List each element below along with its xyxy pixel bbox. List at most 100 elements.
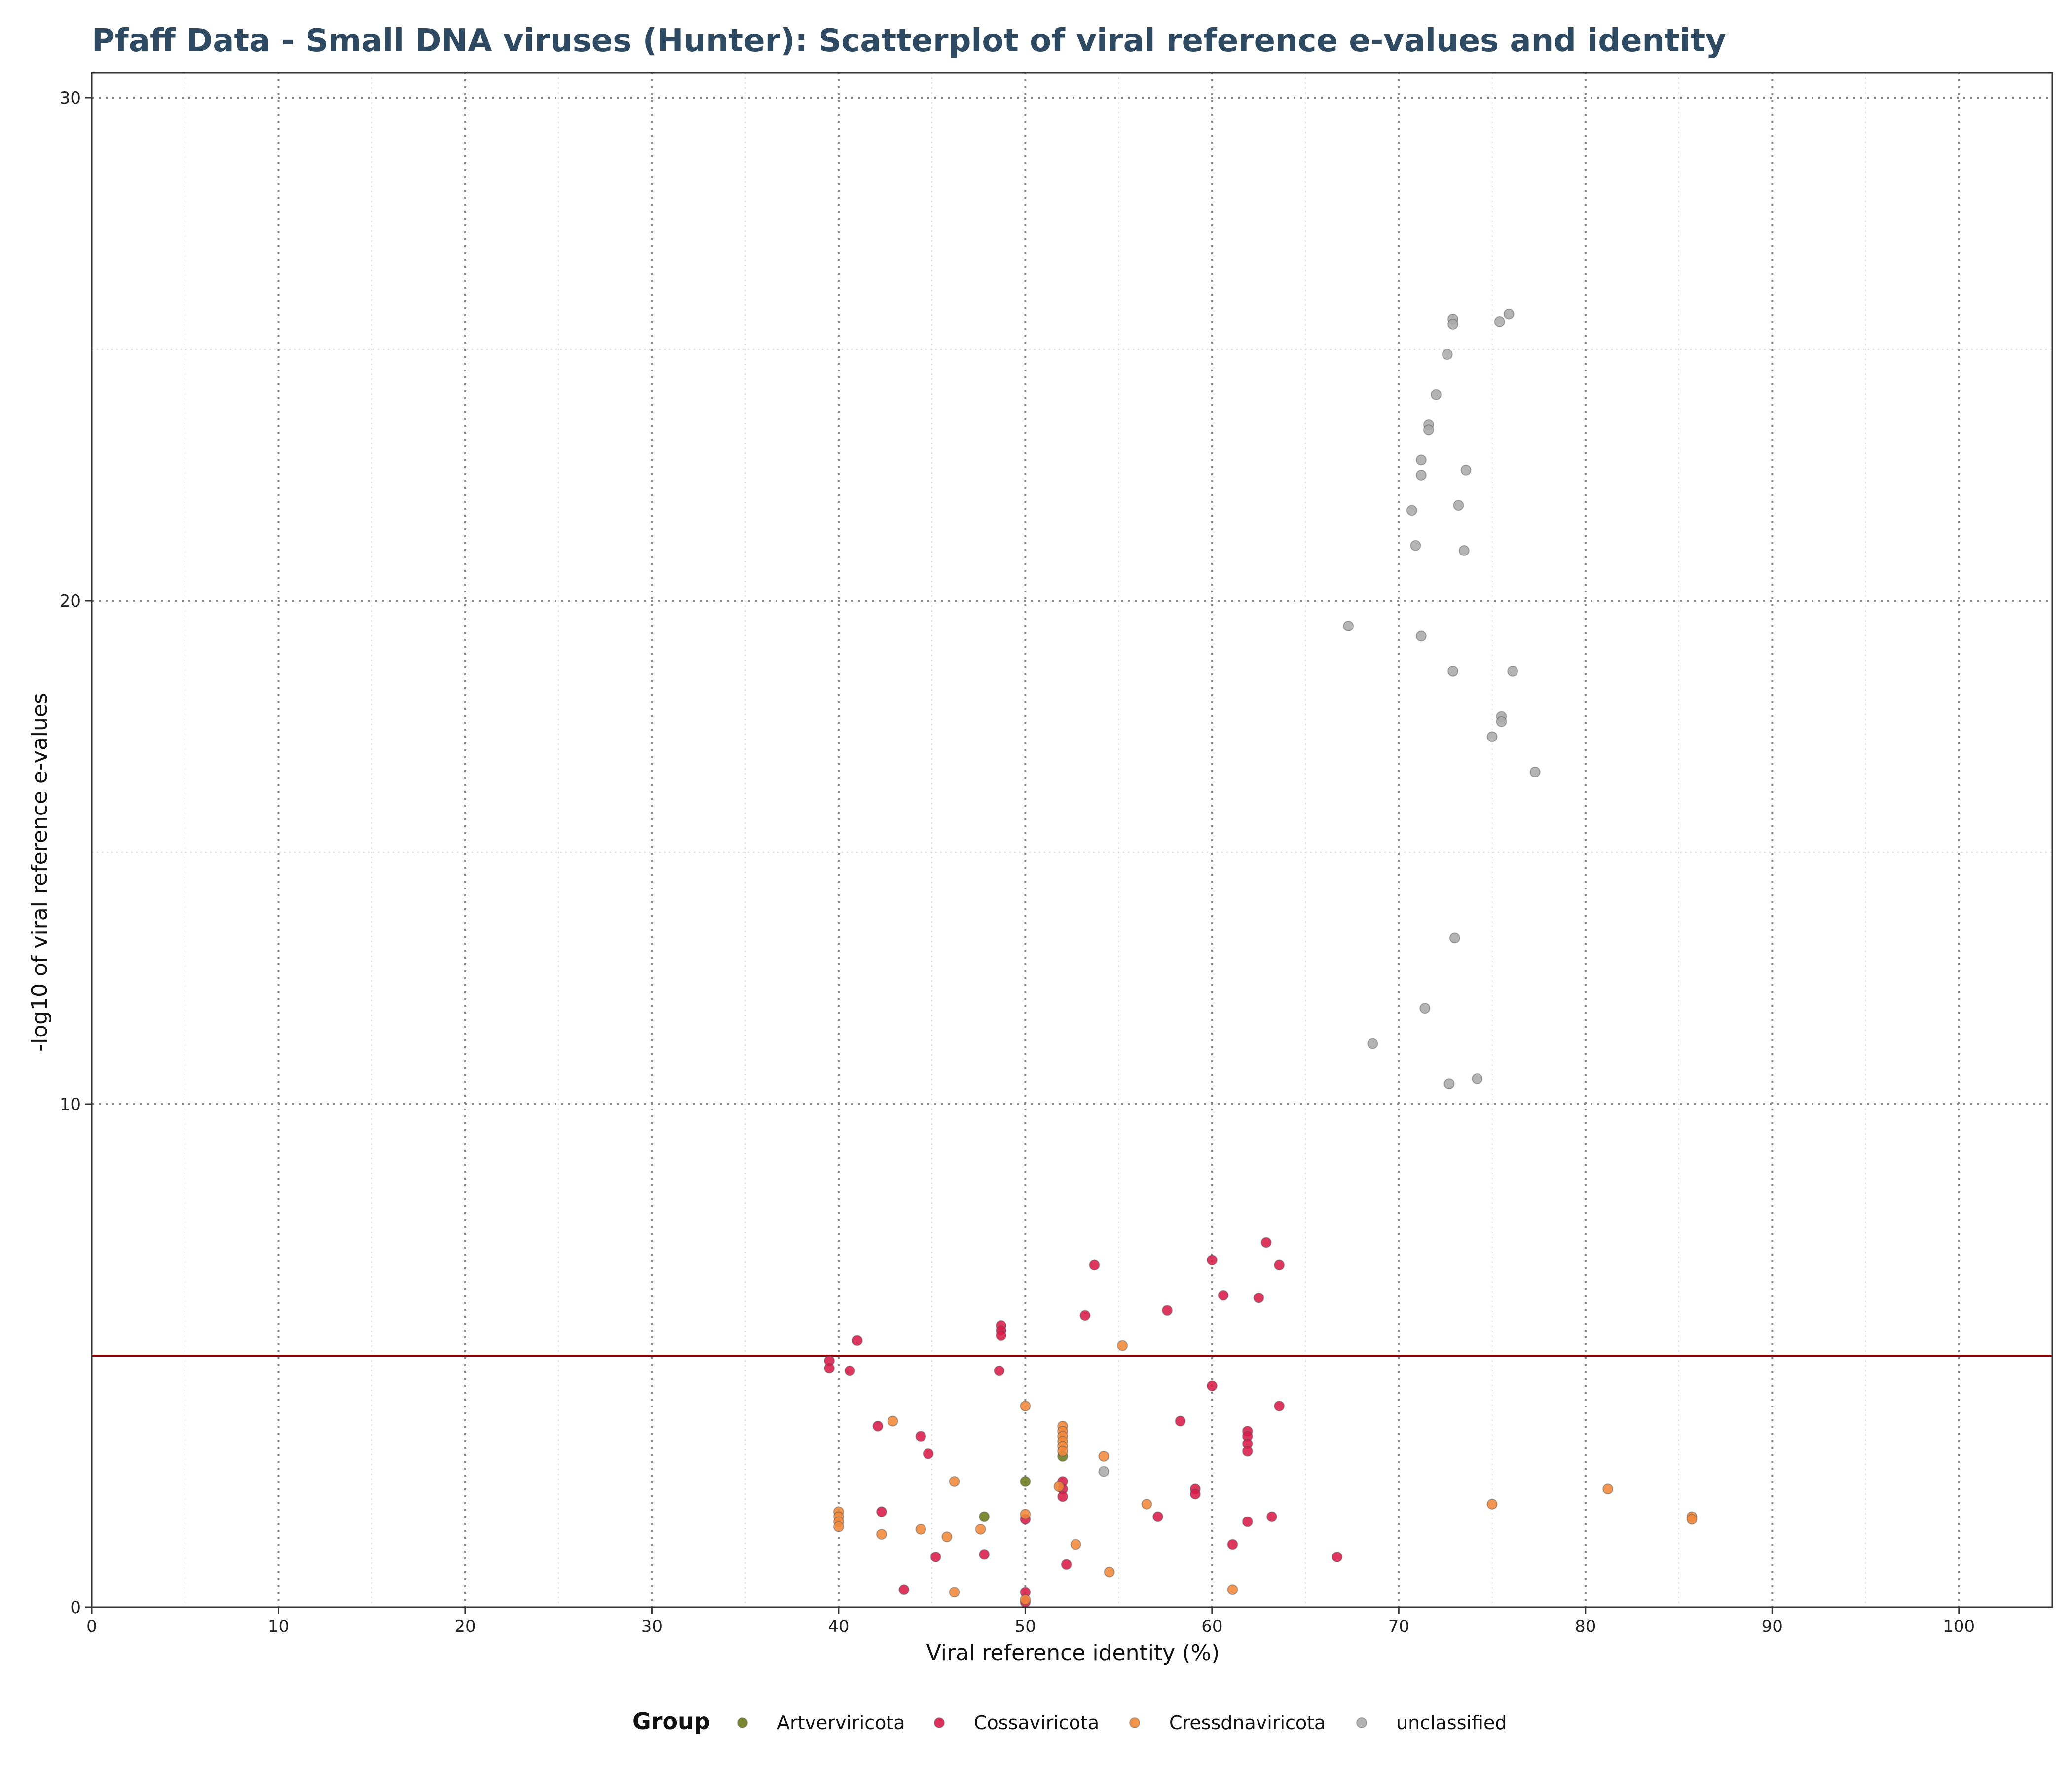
legend-key-artverviricota bbox=[737, 1717, 748, 1728]
x-tick-label: 60 bbox=[1201, 1617, 1222, 1636]
x-axis-ticks: 0 10 20 30 40 50 60 70 80 90 100 bbox=[86, 1607, 1975, 1636]
data-point-unclassified bbox=[1406, 505, 1417, 516]
data-point-unclassified bbox=[1415, 454, 1427, 466]
data-point-unclassified bbox=[1496, 716, 1507, 727]
data-point-cressdnaviricota bbox=[1057, 1445, 1069, 1457]
data-point-cressdnaviricota bbox=[1053, 1481, 1065, 1492]
major-gridlines bbox=[92, 73, 2052, 1607]
data-point-cossaviricota bbox=[1206, 1380, 1218, 1392]
data-point-cossaviricota bbox=[1218, 1290, 1229, 1301]
data-point-cossaviricota bbox=[1274, 1401, 1285, 1411]
x-tick-label: 80 bbox=[1575, 1617, 1596, 1636]
data-point-cressdnaviricota bbox=[833, 1521, 844, 1532]
data-point-cossaviricota bbox=[1242, 1516, 1253, 1527]
data-point-cossaviricota bbox=[1266, 1511, 1277, 1522]
minor-gridlines bbox=[92, 73, 2052, 1607]
data-point-cressdnaviricota bbox=[876, 1529, 887, 1540]
data-points bbox=[823, 308, 1698, 1608]
data-point-unclassified bbox=[1098, 1466, 1110, 1477]
x-tick-label: 10 bbox=[268, 1617, 289, 1636]
data-point-unclassified bbox=[1529, 766, 1541, 777]
y-tick-label: 0 bbox=[70, 1598, 81, 1618]
data-point-cressdnaviricota bbox=[887, 1415, 898, 1427]
data-point-unclassified bbox=[1447, 666, 1459, 677]
data-point-cossaviricota bbox=[1274, 1259, 1285, 1271]
data-point-unclassified bbox=[1423, 424, 1434, 436]
x-tick-label: 100 bbox=[1943, 1617, 1975, 1636]
legend-key-cressdnaviricota bbox=[1129, 1717, 1140, 1728]
data-point-cressdnaviricota bbox=[1020, 1509, 1031, 1520]
data-point-cossaviricota bbox=[1175, 1415, 1186, 1427]
data-point-unclassified bbox=[1460, 464, 1472, 476]
y-tick-label: 30 bbox=[60, 88, 81, 108]
data-point-unclassified bbox=[1343, 621, 1354, 631]
data-point-unclassified bbox=[1453, 500, 1464, 511]
legend-label-artverviricota: Artverviricota bbox=[777, 1712, 905, 1734]
x-tick-label: 40 bbox=[828, 1617, 849, 1636]
data-point-cossaviricota bbox=[844, 1365, 855, 1376]
data-point-cressdnaviricota bbox=[1020, 1594, 1031, 1605]
legend-title: Group bbox=[632, 1708, 710, 1735]
data-point-cressdnaviricota bbox=[1486, 1498, 1498, 1510]
data-point-cossaviricota bbox=[1242, 1445, 1253, 1457]
data-point-cressdnaviricota bbox=[949, 1476, 960, 1487]
data-point-cossaviricota bbox=[1260, 1237, 1272, 1248]
data-point-cossaviricota bbox=[876, 1506, 887, 1517]
data-point-unclassified bbox=[1419, 1003, 1431, 1014]
data-point-cressdnaviricota bbox=[1602, 1483, 1614, 1495]
data-point-cossaviricota bbox=[979, 1549, 990, 1560]
data-point-cressdnaviricota bbox=[1117, 1340, 1128, 1351]
data-point-cossaviricota bbox=[898, 1584, 910, 1595]
y-tick-label: 20 bbox=[60, 592, 81, 611]
data-point-cossaviricota bbox=[923, 1448, 934, 1459]
x-axis-title: Viral reference identity (%) bbox=[926, 1640, 1220, 1665]
data-point-unclassified bbox=[1367, 1038, 1378, 1049]
data-point-cressdnaviricota bbox=[1098, 1451, 1110, 1462]
data-point-unclassified bbox=[1410, 540, 1421, 551]
data-point-cressdnaviricota bbox=[1070, 1539, 1081, 1550]
y-axis-title: -log10 of viral reference e-values bbox=[27, 693, 52, 1052]
data-point-cressdnaviricota bbox=[1020, 1401, 1031, 1411]
legend-label-cressdnaviricota: Cressdnaviricota bbox=[1169, 1712, 1326, 1734]
x-tick-label: 90 bbox=[1762, 1617, 1783, 1636]
data-point-unclassified bbox=[1443, 1078, 1455, 1090]
data-point-cressdnaviricota bbox=[915, 1523, 926, 1535]
legend-label-cossaviricota: Cossaviricota bbox=[974, 1712, 1099, 1734]
data-point-cressdnaviricota bbox=[1227, 1584, 1238, 1595]
legend: Group Artverviricota Cossaviricota Cressdn… bbox=[632, 1708, 1507, 1735]
x-tick-label: 0 bbox=[86, 1617, 97, 1636]
data-point-cossaviricota bbox=[930, 1552, 941, 1562]
data-point-unclassified bbox=[1494, 316, 1505, 327]
x-tick-label: 20 bbox=[454, 1617, 476, 1636]
data-point-unclassified bbox=[1503, 308, 1515, 320]
data-point-cossaviricota bbox=[1332, 1552, 1343, 1562]
data-point-cossaviricota bbox=[823, 1363, 835, 1374]
data-point-cossaviricota bbox=[1061, 1559, 1072, 1570]
legend-key-unclassified bbox=[1356, 1717, 1367, 1728]
data-point-cressdnaviricota bbox=[941, 1531, 953, 1543]
legend-label-unclassified: unclassified bbox=[1396, 1712, 1507, 1734]
y-axis-ticks: 0 10 20 30 bbox=[60, 88, 92, 1618]
data-point-unclassified bbox=[1415, 470, 1427, 481]
data-point-unclassified bbox=[1442, 349, 1453, 360]
data-point-cossaviricota bbox=[1227, 1539, 1238, 1550]
data-point-cossaviricota bbox=[1189, 1488, 1201, 1500]
data-point-artverviricota bbox=[979, 1511, 990, 1522]
legend-key-cossaviricota bbox=[934, 1717, 945, 1728]
data-point-cossaviricota bbox=[851, 1335, 863, 1346]
x-tick-label: 30 bbox=[641, 1617, 663, 1636]
data-point-unclassified bbox=[1486, 731, 1498, 742]
data-point-cossaviricota bbox=[1152, 1511, 1164, 1522]
data-point-cressdnaviricota bbox=[1141, 1498, 1152, 1510]
data-point-cossaviricota bbox=[1089, 1259, 1100, 1271]
data-point-unclassified bbox=[1449, 932, 1460, 944]
x-tick-label: 50 bbox=[1015, 1617, 1036, 1636]
data-point-cossaviricota bbox=[1057, 1491, 1069, 1502]
data-point-cossaviricota bbox=[1079, 1310, 1091, 1321]
data-point-cossaviricota bbox=[872, 1420, 884, 1432]
data-point-cressdnaviricota bbox=[1104, 1566, 1115, 1578]
plot-panel-border bbox=[91, 72, 2053, 1608]
data-point-cossaviricota bbox=[1253, 1292, 1264, 1303]
